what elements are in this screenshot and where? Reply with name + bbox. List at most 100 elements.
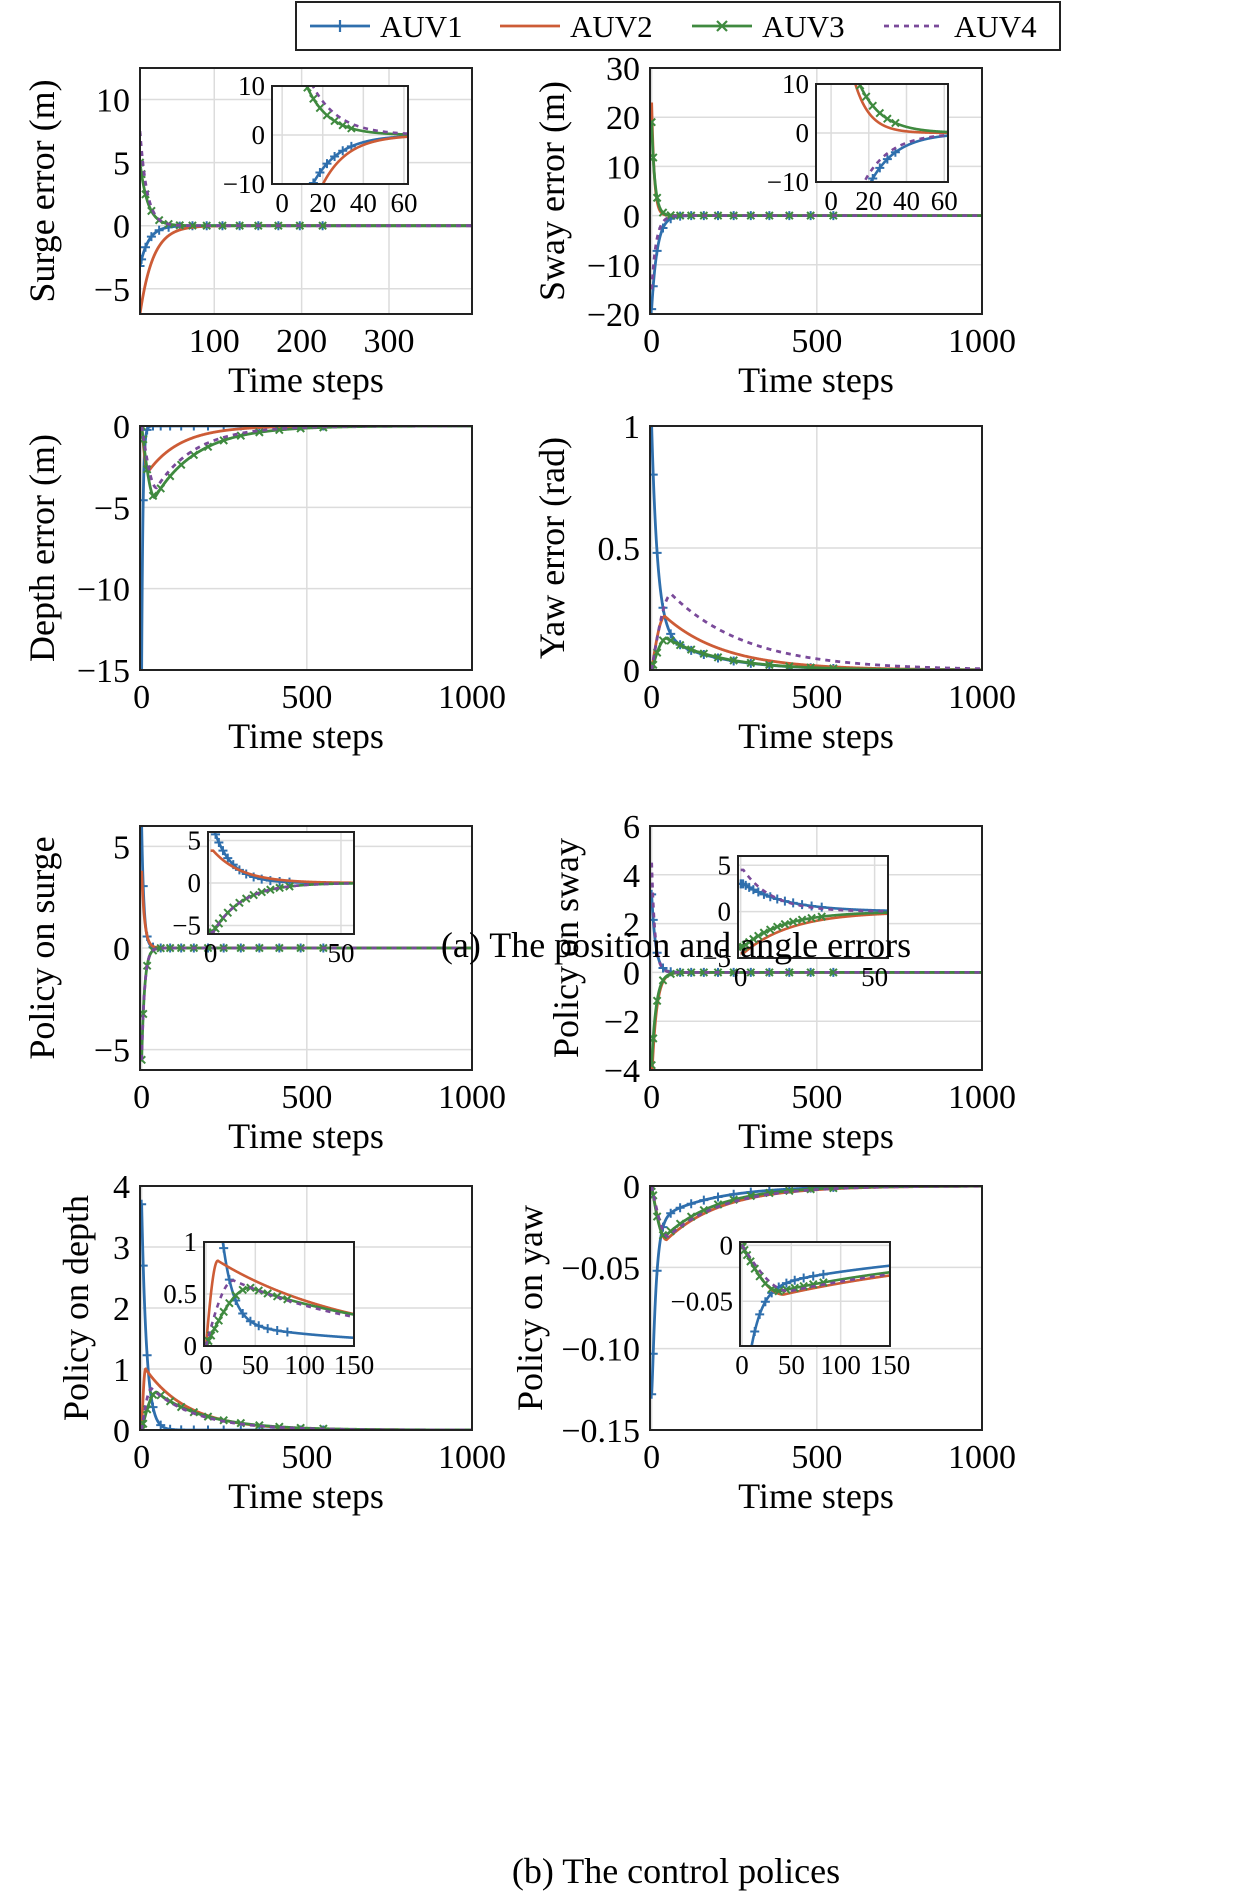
y-axis-label: Yaw error (rad) <box>532 437 572 659</box>
series-line-auv2 <box>321 135 408 184</box>
marker-auv1 <box>338 146 348 156</box>
x-axis-label: Time steps <box>228 716 384 756</box>
y-tick-label: 0 <box>113 1413 130 1450</box>
marker-auv3 <box>257 887 267 897</box>
marker-auv1 <box>675 1203 685 1213</box>
marker-auv1 <box>650 426 657 431</box>
inset-p_sway: 0 50−505 <box>702 850 889 992</box>
legend-frame <box>295 1 1061 51</box>
y-axis-label: Policy on surge <box>22 836 62 1059</box>
x-tick-label: 0 <box>204 938 218 968</box>
marker-auv3 <box>891 118 900 128</box>
y-tick-label: 20 <box>606 100 640 137</box>
marker-auv3 <box>785 662 794 670</box>
y-tick-label: 10 <box>238 71 265 101</box>
x-axis-label: Time steps <box>738 360 894 400</box>
x-tick-label: 60 <box>931 186 958 216</box>
y-tick-label: −10 <box>77 572 130 609</box>
x-tick-label: 0 <box>824 186 838 216</box>
marker-auv3 <box>650 1186 656 1191</box>
legend: AUV1 AUV2 AUV3 AUV4 <box>295 1 1061 51</box>
marker-auv3 <box>829 664 838 670</box>
marker-auv3 <box>650 665 656 670</box>
marker-auv3 <box>699 649 709 658</box>
marker-auv3 <box>772 922 782 932</box>
marker-auv1 <box>254 1321 264 1331</box>
x-tick-label: 100 <box>189 323 240 360</box>
x-tick-label: 50 <box>242 1350 269 1380</box>
marker-auv3 <box>165 1396 175 1406</box>
marker-auv3 <box>774 1286 784 1296</box>
marker-auv3 <box>658 636 668 645</box>
series-line-auv1 <box>311 135 408 184</box>
marker-auv3 <box>148 1390 158 1400</box>
marker-auv3 <box>713 211 723 220</box>
marker-auv3 <box>686 211 696 220</box>
y-tick-label: 0 <box>113 409 130 446</box>
marker-auv3 <box>650 1060 656 1070</box>
marker-auv3 <box>788 917 798 927</box>
marker-auv3 <box>652 996 662 1006</box>
marker-auv3 <box>275 943 284 953</box>
marker-auv3 <box>281 0 288 5</box>
y-tick-label: −20 <box>587 297 640 334</box>
y-tick-label: 1 <box>184 1227 198 1257</box>
y-tick-label: −2 <box>604 1004 640 1041</box>
y-tick-label: −4 <box>604 1053 640 1090</box>
marker-auv3 <box>797 915 807 925</box>
x-tick-label: 50 <box>778 1350 805 1380</box>
marker-auv1 <box>308 178 318 184</box>
marker-auv3 <box>666 636 676 645</box>
y-tick-label: 0 <box>113 931 130 968</box>
legend-item-auv2: AUV2 <box>500 9 653 44</box>
y-axis-label: Surge error (m) <box>22 79 62 302</box>
marker-auv3 <box>806 968 815 977</box>
marker-auv3 <box>666 1226 676 1236</box>
x-tick-label: 500 <box>791 1079 842 1116</box>
marker-auv3 <box>807 913 816 923</box>
axes-frame <box>649 67 983 315</box>
marker-auv1 <box>807 901 817 911</box>
series-line-auv4 <box>210 882 354 934</box>
y-axis-label: Sway error (m) <box>532 81 572 301</box>
y-tick-label: 5 <box>718 850 732 880</box>
marker-auv3 <box>283 10 290 17</box>
marker-auv3 <box>148 491 158 501</box>
x-axis-label: Time steps <box>228 1476 384 1516</box>
marker-auv1 <box>753 887 763 897</box>
marker-auv3 <box>750 1264 760 1274</box>
y-tick-label: −5 <box>702 943 731 973</box>
marker-auv3 <box>176 943 186 953</box>
marker-auv1 <box>748 885 758 895</box>
series-line-auv2 <box>204 1259 354 1346</box>
plot-yaw: 0 500 1000 0 0.5 1 Time steps Yaw error (rad) <box>532 409 1016 756</box>
x-tick-label: 0 <box>643 1439 660 1476</box>
y-tick-label: 0 <box>718 897 732 927</box>
x-tick-label: 40 <box>350 188 377 218</box>
marker-auv3 <box>285 882 294 891</box>
marker-auv3 <box>218 221 227 230</box>
x-tick-label: 0 <box>133 1079 150 1116</box>
marker-auv1 <box>219 1425 229 1430</box>
y-axis-label: Policy on yaw <box>510 1205 550 1411</box>
marker-auv1 <box>218 846 228 856</box>
y-tick-label: 0 <box>623 1169 640 1206</box>
marker-auv1 <box>176 426 186 431</box>
x-axis-label: Time steps <box>738 716 894 756</box>
marker-auv1 <box>650 304 657 314</box>
marker-auv3 <box>861 92 871 101</box>
marker-auv1 <box>156 1420 166 1430</box>
y-tick-label: 0 <box>188 868 202 898</box>
marker-auv1 <box>219 426 229 431</box>
y-tick-label: 0 <box>796 118 810 148</box>
marker-auv1 <box>666 1208 676 1218</box>
series-line-auv4 <box>204 1279 354 1346</box>
marker-auv3 <box>759 928 769 938</box>
marker-auv3 <box>652 648 662 657</box>
x-tick-label: 50 <box>861 962 888 992</box>
y-tick-label: 0.5 <box>598 531 641 568</box>
y-tick-label: 0 <box>720 1230 734 1260</box>
legend-item-auv3: AUV3 <box>692 9 845 44</box>
inset-sway: 0 20 40 60 −10 0 10 <box>767 69 958 216</box>
